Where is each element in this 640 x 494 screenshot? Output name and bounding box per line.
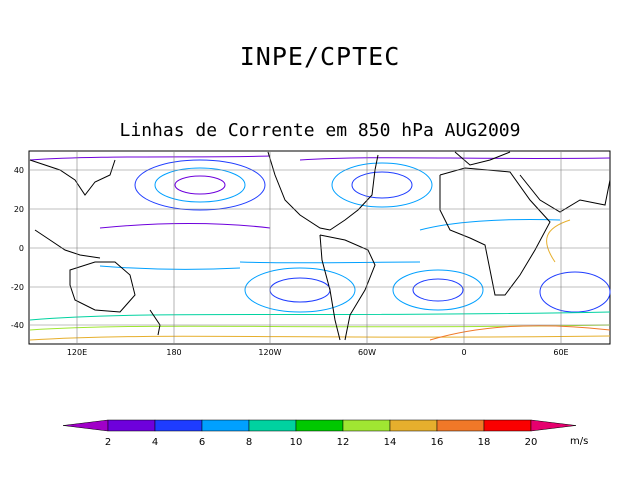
gyre-spac-1 (244, 267, 356, 313)
gyre-natl-2 (351, 171, 413, 199)
westerlies-3 (29, 335, 611, 341)
lon-label-60e: 60E (553, 348, 568, 357)
gyre-natl-1 (331, 162, 433, 208)
colorbar-swatch (389, 419, 438, 432)
colorbar-tick-label: 18 (478, 437, 491, 448)
colorbar-swatch (295, 419, 344, 432)
colorbar-swatch (154, 419, 203, 432)
gyre-npac-1 (134, 159, 266, 211)
longitude-labels: 120E 180 120W 60W 0 60E (67, 348, 569, 357)
colorbar-tick-label: 10 (290, 437, 303, 448)
lat-label-40: 40 (14, 166, 24, 175)
colorbar-tick-label: 6 (199, 437, 205, 448)
coast-indonesia (34, 229, 101, 259)
colorbar: 2 4 6 8 10 12 14 16 18 20 (62, 419, 577, 448)
colorbar-tick-label: 14 (384, 437, 397, 448)
trade-south (239, 261, 421, 264)
lat-label-0: 0 (19, 244, 24, 253)
graticule (29, 151, 610, 344)
westerlies-2 (29, 324, 611, 331)
colorbar-swatch (436, 419, 485, 432)
coast-south-america (319, 234, 376, 341)
westerlies-1 (29, 311, 611, 321)
colorbar-arrow-low (62, 419, 109, 432)
coast-australia (69, 261, 136, 313)
colorbar-tick-label: 4 (152, 437, 158, 448)
trade-north (99, 223, 271, 229)
colorbar-swatch (107, 419, 156, 432)
coast-asia (519, 174, 611, 213)
colorbar-swatch (342, 419, 391, 432)
colorbar-tick-label: 16 (431, 437, 444, 448)
lat-label-minus20: -20 (11, 283, 24, 292)
colorbar-swatch (483, 419, 532, 432)
latitude-labels: 40 20 0 -20 -40 (11, 166, 24, 330)
lat-label-20: 20 (14, 205, 24, 214)
lon-label-120e: 120E (67, 348, 87, 357)
westerlies-4 (429, 325, 611, 341)
gyre-satl-2 (412, 278, 464, 302)
lon-label-0: 0 (461, 348, 466, 357)
north-flow-2 (299, 157, 611, 161)
north-flow-1 (29, 155, 271, 161)
lat-label-minus40: -40 (11, 321, 24, 330)
colorbar-tick-label: 12 (337, 437, 350, 448)
coast-south-america-west (319, 234, 341, 341)
colorbar-tick-label: 20 (525, 437, 538, 448)
lon-label-60w: 60W (358, 348, 376, 357)
colorbar-unit: m/s (570, 436, 588, 447)
colorbar-tick-label: 2 (105, 437, 111, 448)
colorbar-tick-label: 8 (246, 437, 252, 448)
gyre-sind-1 (539, 271, 611, 313)
gyre-npac-2 (154, 167, 246, 203)
coast-europe (454, 151, 511, 166)
page-title: INPE/CPTEC (239, 42, 401, 71)
map-subtitle: Linhas de Corrente em 850 hPa AUG2009 (119, 120, 521, 141)
coastlines (29, 151, 611, 341)
streamlines (29, 155, 611, 341)
lon-label-180: 180 (166, 348, 181, 357)
somali-jet (546, 219, 571, 263)
map-frame (28, 150, 611, 345)
colorbar-arrow-high (530, 419, 577, 432)
gyre-npac-3 (174, 175, 226, 195)
lon-label-120w: 120W (258, 348, 281, 357)
colorbar-swatch (248, 419, 297, 432)
gyre-satl-1 (392, 269, 484, 311)
coast-africa (439, 167, 551, 296)
trade-north-2 (419, 218, 561, 231)
colorbar-swatch (201, 419, 250, 432)
coast-north-america (267, 151, 379, 231)
